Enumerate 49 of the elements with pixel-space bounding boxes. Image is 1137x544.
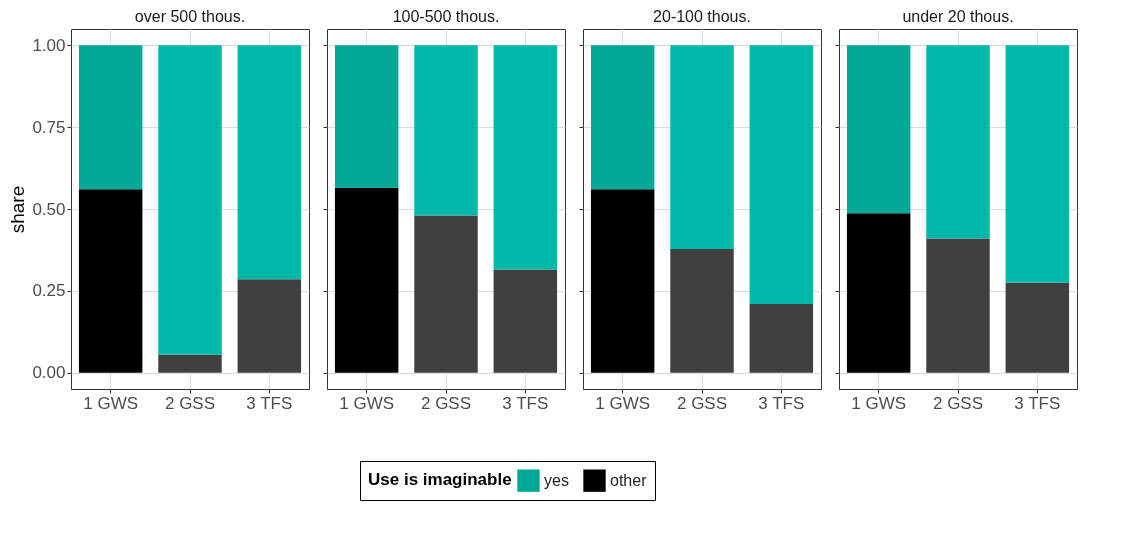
x-tick-label: 2 GSS <box>932 393 984 413</box>
bar <box>749 303 814 373</box>
bar <box>158 45 222 355</box>
bar <box>237 45 302 280</box>
bar <box>414 45 478 216</box>
bar <box>926 238 990 373</box>
bar <box>670 45 734 249</box>
x-tick-label: 1 GWS <box>595 393 651 413</box>
y-tick-label: 0.50 <box>32 199 66 219</box>
legend-title: Use is imaginable <box>368 470 512 489</box>
x-tick-label: 1 GWS <box>851 393 907 413</box>
chart-title: under 20 thous. <box>902 8 1014 25</box>
y-tick-label: 1.00 <box>32 35 66 55</box>
bar <box>1005 45 1070 283</box>
y-tick-label: 0.25 <box>32 281 66 301</box>
bar <box>493 269 558 373</box>
x-tick-label: 1 GWS <box>83 393 139 413</box>
bar <box>846 213 911 373</box>
x-tick-label: 2 GSS <box>164 393 216 413</box>
x-tick-label: 2 GSS <box>420 393 472 413</box>
bar <box>78 189 143 373</box>
bar <box>926 45 990 239</box>
bar <box>590 189 655 373</box>
y-tick-label: 0.00 <box>32 363 66 383</box>
x-tick-label: 3 TFS <box>246 393 293 413</box>
y-tick-label: 0.75 <box>32 117 66 137</box>
y-axis-title: share <box>7 185 29 234</box>
bar <box>590 45 655 190</box>
bar <box>334 45 399 188</box>
x-tick-label: 2 GSS <box>676 393 728 413</box>
legend-label: yes <box>544 471 569 489</box>
chart-title: 20-100 thous. <box>653 8 751 25</box>
bar <box>158 354 222 373</box>
x-tick-label: 3 TFS <box>1014 393 1061 413</box>
bar <box>493 45 558 270</box>
x-tick-label: 3 TFS <box>502 393 549 413</box>
x-tick-label: 3 TFS <box>758 393 805 413</box>
bar <box>846 45 911 214</box>
bar <box>334 187 399 373</box>
chart-title: 100-500 thous. <box>392 8 500 25</box>
bar <box>670 248 734 373</box>
bar <box>414 215 478 373</box>
bar <box>749 45 814 304</box>
bar <box>78 45 143 190</box>
x-tick-label: 1 GWS <box>339 393 395 413</box>
legend-label: other <box>610 471 648 489</box>
bar <box>1005 282 1070 373</box>
bar <box>237 279 302 373</box>
chart-title: over 500 thous. <box>134 8 246 25</box>
